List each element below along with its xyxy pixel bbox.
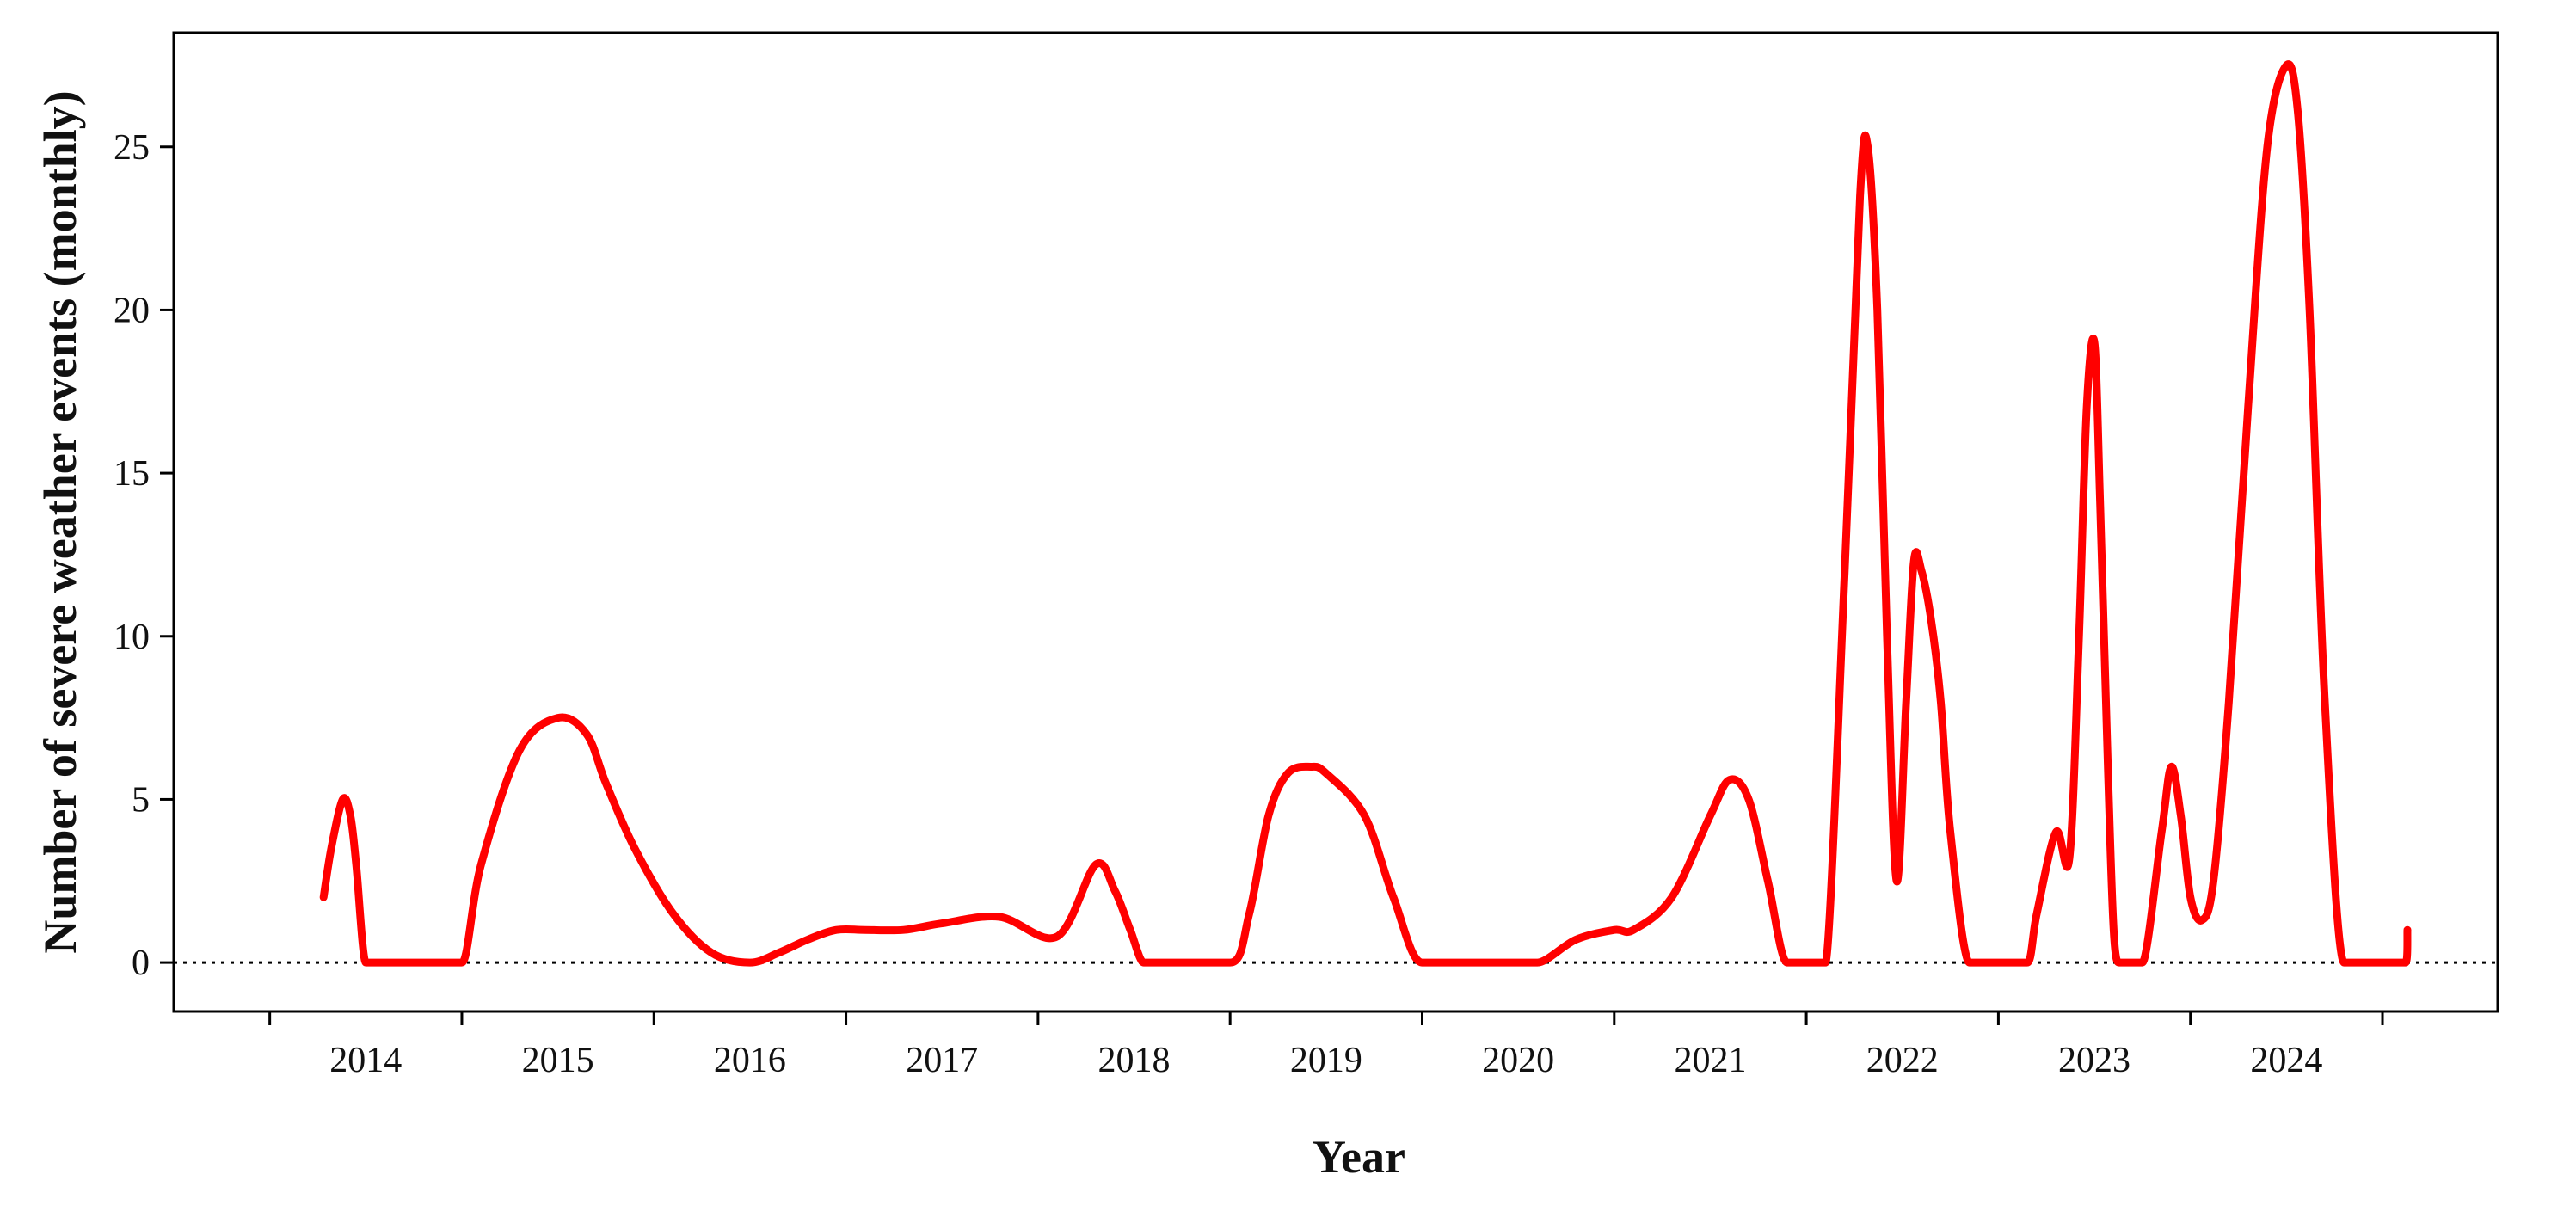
y-tick-label: 15 (114, 454, 150, 494)
x-tick-label: 2014 (329, 1041, 402, 1080)
x-tick-label: 2022 (1866, 1041, 1939, 1080)
x-axis-ticks: 2014 2015 2016 2017 2018 2019 2020 2021 2022 2023… (268, 1011, 2384, 1080)
x-tick-label: 2024 (2250, 1041, 2322, 1080)
x-tick-label: 2021 (1674, 1041, 1746, 1080)
y-tick-label: 25 (114, 128, 150, 168)
plot-area-frame (172, 31, 2499, 1013)
x-tick-label: 2016 (714, 1041, 786, 1080)
y-tick-label: 20 (114, 291, 150, 330)
y-tick-label: 0 (132, 944, 150, 983)
x-tick-label: 2023 (2058, 1041, 2130, 1080)
x-tick-label: 2018 (1098, 1041, 1171, 1080)
y-axis-title: Number of severe weather events (monthly… (34, 90, 86, 953)
x-tick-label: 2015 (522, 1041, 594, 1080)
x-tick-label: 2019 (1290, 1041, 1362, 1080)
x-tick-label: 2020 (1482, 1041, 1554, 1080)
x-tick-label: 2017 (906, 1041, 978, 1080)
x-axis-title: Year (1313, 1131, 1405, 1183)
y-tick-label: 10 (114, 618, 150, 657)
series-line (319, 60, 2412, 967)
y-tick-label: 5 (132, 780, 150, 820)
y-axis-ticks: 0 5 10 15 20 25 (114, 128, 174, 983)
